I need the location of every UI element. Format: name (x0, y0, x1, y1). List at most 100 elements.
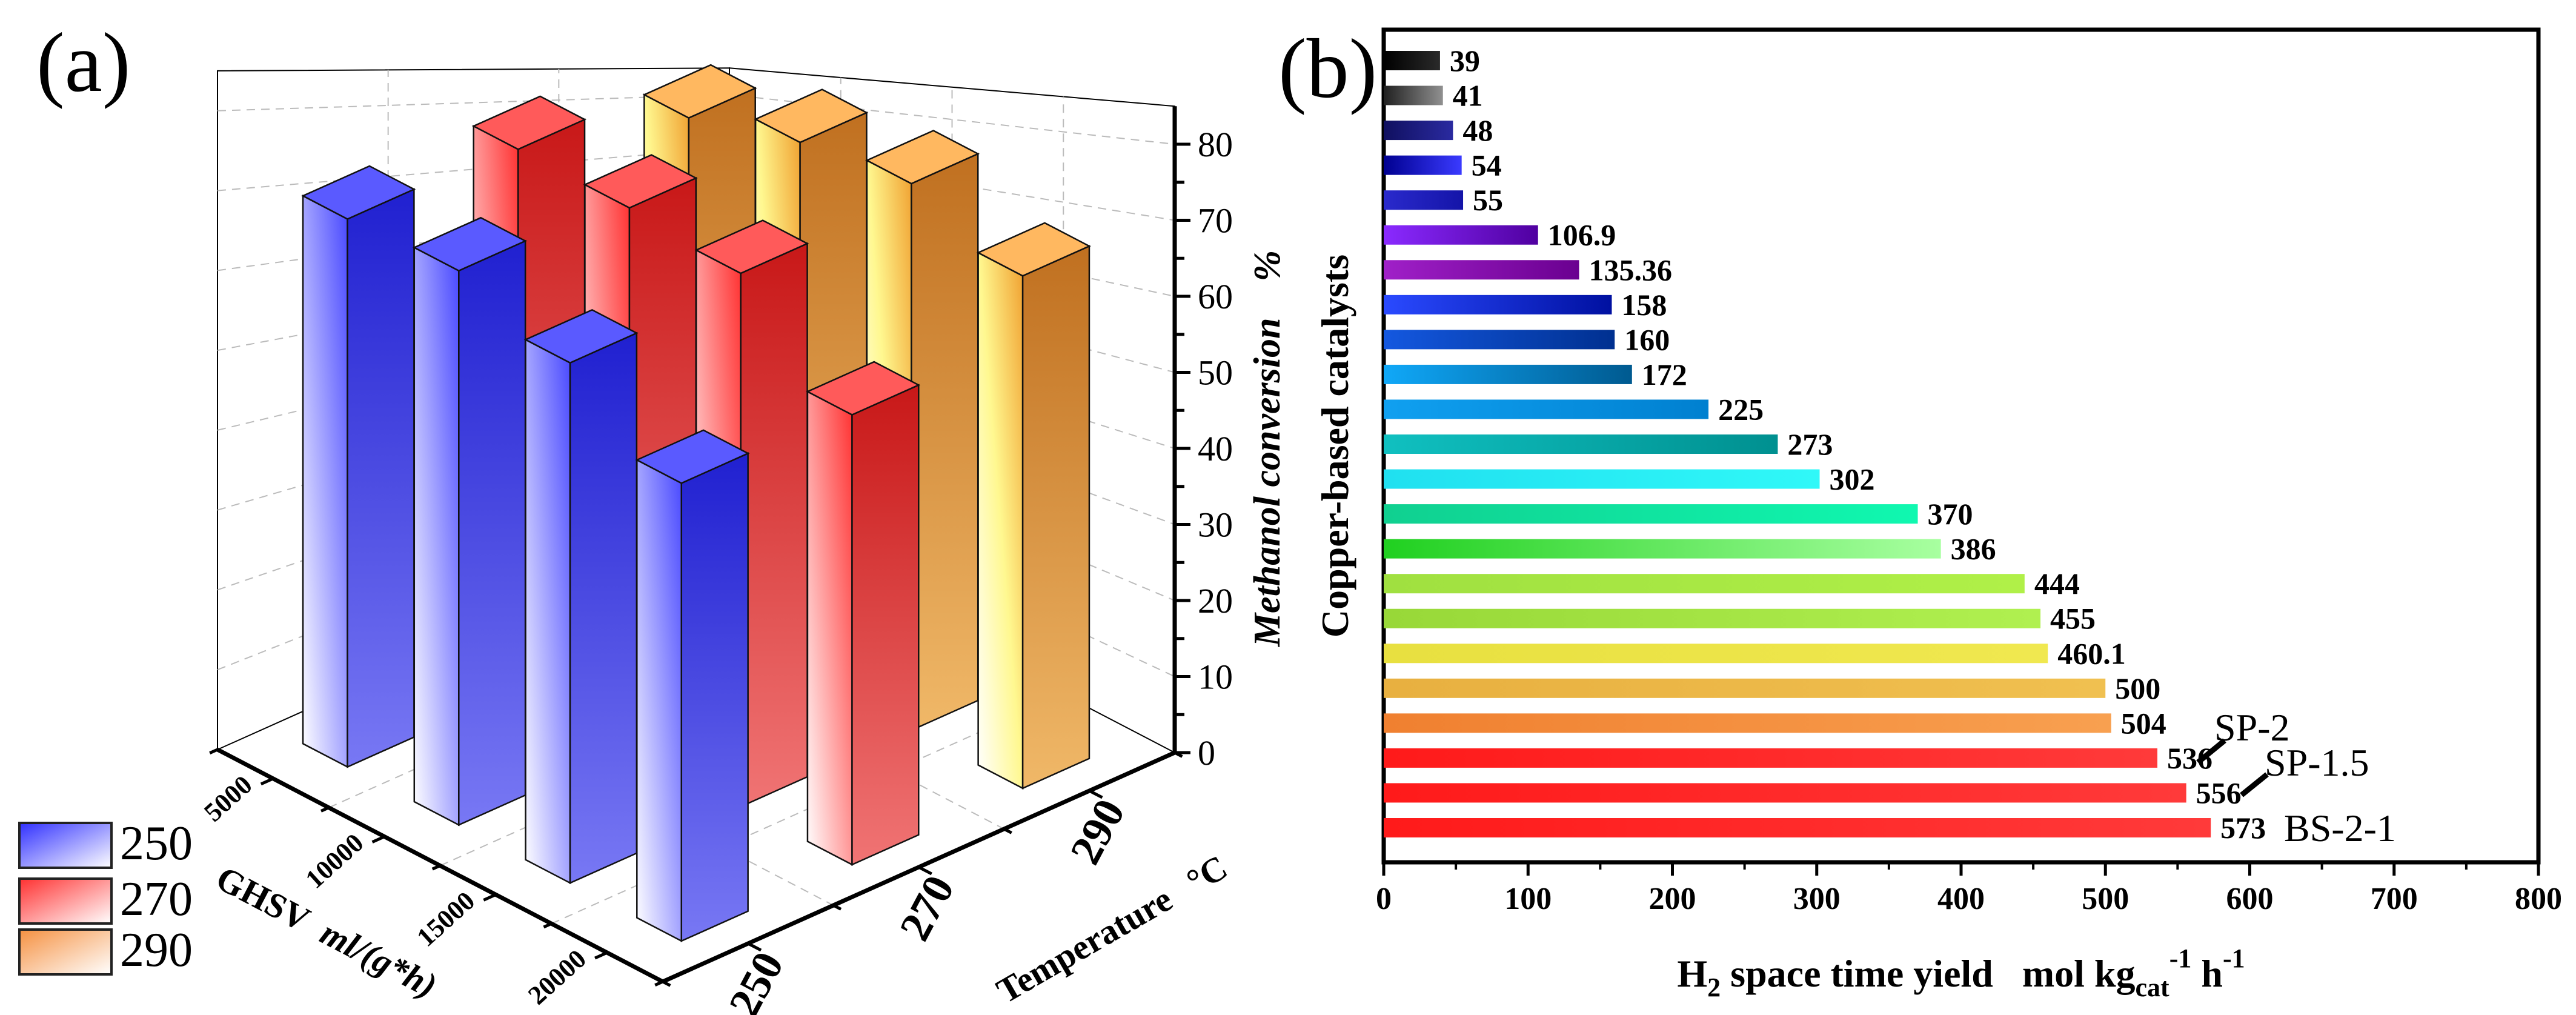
bar (1384, 783, 2186, 803)
z-tick-label: 10 (1198, 657, 1233, 697)
x-tick-label: 500 (2082, 882, 2129, 916)
z-tick-label: 30 (1198, 505, 1233, 545)
bar (1384, 818, 2211, 837)
ghsv-tick-label: 15000 (411, 886, 481, 953)
bar-right-face (569, 331, 638, 885)
bar-top-face (301, 165, 416, 220)
bar-3d (976, 222, 1091, 790)
annotation-leader-line (2240, 772, 2269, 797)
ghsv-tick (483, 893, 497, 902)
bar (1384, 748, 2158, 768)
bar-value-label: 302 (1830, 462, 1875, 496)
z-tick-label: 0 (1198, 733, 1215, 773)
bar-value-label: 386 (1951, 532, 1996, 566)
bar (1384, 644, 2048, 664)
panel-a-3d-bar-chart: (a) 0 10 20 30 40 50 60 70 80 5000 10000 15000 20000… (18, 16, 1288, 1015)
ghsv-tick-label: 10000 (300, 828, 370, 894)
annotation-leader-line (2196, 738, 2226, 765)
temperature-tick (747, 942, 762, 952)
ghsv-tick-label: 5000 (198, 770, 257, 827)
bar (1384, 539, 1941, 559)
temperature-tick-label: 250 (720, 944, 793, 1015)
bar-value-label: 225 (1718, 392, 1764, 426)
x-tick-label: 700 (2371, 882, 2418, 916)
z-tick-label: 20 (1198, 581, 1233, 621)
bar-left-face (525, 338, 571, 885)
temperature-tick (1089, 789, 1103, 799)
bar-value-label: 41 (1453, 79, 1483, 113)
y-axis-title: Copper-based catalysts (1313, 255, 1356, 637)
legend-swatch-270 (18, 877, 113, 925)
legend-swatch-290 (18, 928, 113, 976)
bar (1384, 364, 1632, 384)
annotation-label: BS-2-1 (2284, 807, 2396, 850)
ghsv-tick (209, 748, 219, 754)
legend-label: 270 (120, 873, 193, 926)
bar (1384, 434, 1778, 454)
ghsv-tick (654, 980, 664, 987)
bar-3d (412, 216, 528, 827)
annotation-label: SP-1.5 (2265, 741, 2369, 784)
bar (1384, 504, 1918, 524)
panel-b-label: (b) (1278, 22, 1377, 116)
bar-top-face (806, 361, 921, 416)
bar-top-face (471, 95, 586, 150)
bar-value-label: 135.36 (1588, 253, 1672, 287)
bar-top-face (412, 216, 528, 272)
bar-value-label: 55 (1473, 183, 1503, 217)
bar (1384, 225, 1538, 245)
bar-left-face (302, 195, 348, 768)
temperature-tick (1173, 751, 1183, 758)
bar-value-label: 455 (2050, 602, 2096, 636)
z-axis-title: Methanol conversion% (1247, 250, 1288, 647)
bar-top-face (583, 154, 698, 209)
bar-value-label: 573 (2220, 811, 2266, 845)
legend-label: 290 (120, 923, 193, 977)
temperature-tick (1003, 827, 1012, 834)
x-tick-label: 0 (1376, 882, 1392, 916)
z-tick-label: 60 (1198, 277, 1233, 316)
z-tick-label: 80 (1198, 125, 1233, 164)
bar-right-face (851, 384, 920, 866)
ghsv-tick (371, 835, 385, 844)
bar (1384, 608, 2041, 628)
bar-right-face (680, 452, 749, 942)
annotations: SP-2SP-1.5 BS-2-1 (2196, 706, 2396, 850)
bar (1384, 190, 1464, 210)
temperature-tick-label: 270 (890, 868, 963, 948)
ghsv-tick (594, 951, 608, 960)
bar-left-face (806, 390, 853, 866)
y-axis-title: Temperature°C (990, 847, 1234, 1011)
bar (1384, 260, 1579, 280)
bar (1384, 330, 1615, 350)
temperature-tick (662, 980, 671, 987)
bar-right-face (911, 152, 979, 732)
x-tick-label: 200 (1649, 882, 1696, 916)
bar-top-face (865, 130, 980, 185)
z-tick-label: 40 (1198, 429, 1233, 468)
bars-3d (301, 64, 1091, 942)
bar (1384, 121, 1453, 141)
bar (1384, 85, 1443, 105)
bar-right-face (740, 242, 808, 808)
bar-left-face (636, 458, 683, 942)
legend-label: 250 (120, 817, 193, 870)
bar-value-label: 106.9 (1548, 218, 1616, 252)
bar-top-face (976, 222, 1091, 277)
bar-3d (523, 308, 639, 885)
panel-a-label: (a) (36, 16, 130, 110)
x-tick-label: 100 (1504, 882, 1552, 916)
bar-value-label: 444 (2034, 567, 2080, 601)
bar (1384, 574, 2025, 594)
bar-value-label: 172 (1642, 358, 1687, 391)
bar-3d (806, 361, 921, 866)
bar-value-label: 54 (1472, 148, 1502, 182)
legend-swatch-250 (18, 822, 113, 869)
bar-value-label: 39 (1450, 44, 1480, 78)
z-tick-label: 50 (1198, 353, 1233, 393)
ghsv-tick (320, 806, 330, 813)
bar-value-label: 500 (2115, 671, 2160, 705)
temperature-tick (832, 904, 842, 911)
